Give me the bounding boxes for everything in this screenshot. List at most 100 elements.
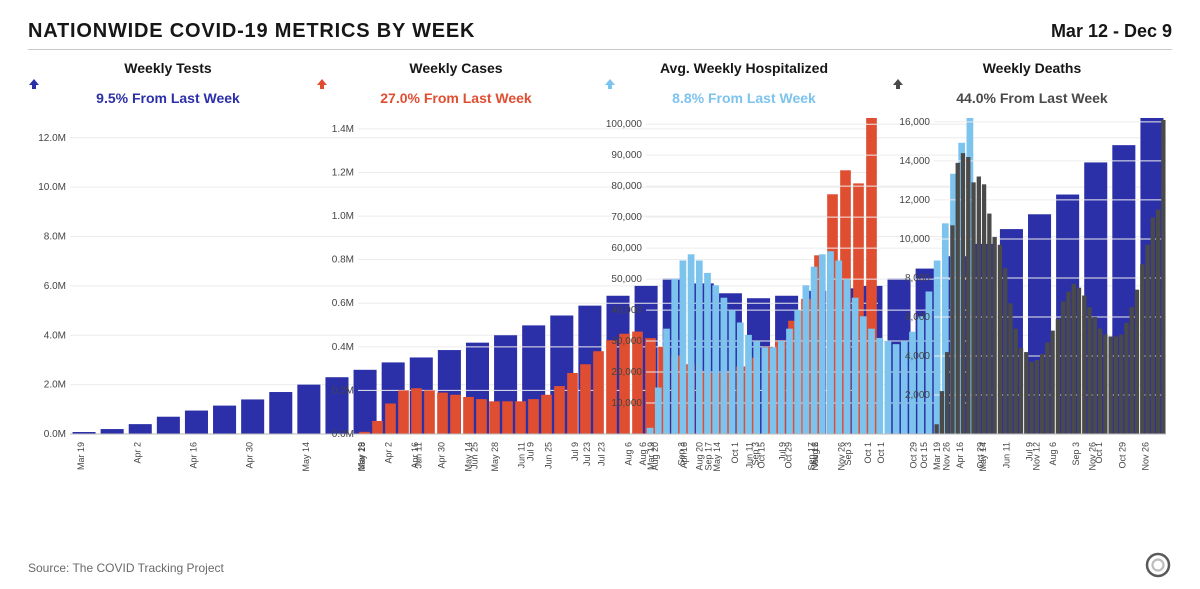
svg-text:May 14: May 14: [978, 442, 988, 472]
bar: [1161, 120, 1165, 434]
svg-text:0.4M: 0.4M: [332, 342, 354, 353]
bar: [1087, 307, 1091, 434]
bar: [450, 395, 461, 434]
svg-text:16,000: 16,000: [899, 117, 930, 128]
chart-panel-cases: Weekly Cases27.0% From Last Week0.0M0.2M…: [316, 60, 596, 490]
bar: [778, 341, 785, 434]
svg-text:0.8M: 0.8M: [332, 255, 354, 266]
bar: [463, 397, 474, 434]
bar: [541, 395, 552, 434]
bar: [129, 424, 152, 434]
bar: [1114, 336, 1118, 434]
svg-text:Sep 3: Sep 3: [1071, 442, 1081, 466]
bar: [213, 406, 236, 434]
bar: [811, 267, 818, 434]
bar: [770, 347, 777, 434]
svg-text:Apr 2: Apr 2: [132, 442, 142, 464]
dashboard-page: NATIONWIDE COVID-19 METRICS BY WEEK Mar …: [0, 0, 1200, 589]
bar: [1098, 329, 1102, 434]
bar: [1019, 348, 1023, 434]
bar: [945, 352, 949, 434]
bar: [860, 316, 867, 434]
bar: [956, 163, 960, 434]
bar: [437, 393, 448, 434]
bar: [424, 390, 435, 434]
bar: [762, 347, 769, 434]
bar: [554, 386, 565, 434]
bar: [1029, 362, 1033, 434]
svg-text:Jul 9: Jul 9: [570, 442, 580, 461]
bar: [157, 417, 180, 434]
bar: [885, 341, 892, 434]
bar: [1040, 354, 1044, 434]
svg-text:Jul 9: Jul 9: [777, 442, 787, 461]
bar: [1156, 210, 1160, 434]
bar: [971, 182, 975, 434]
chart-hospitalized: 10,00020,00030,00040,00050,00060,00070,0…: [604, 110, 884, 490]
svg-text:6.0M: 6.0M: [44, 281, 66, 292]
svg-text:Mar 19: Mar 19: [646, 442, 656, 470]
svg-text:Apr 30: Apr 30: [437, 442, 447, 469]
svg-text:80,000: 80,000: [611, 181, 642, 192]
bar: [827, 251, 834, 434]
svg-text:1.4M: 1.4M: [332, 124, 354, 135]
bar: [998, 245, 1002, 434]
svg-text:Apr 30: Apr 30: [245, 442, 255, 469]
bar: [663, 329, 670, 434]
panel-title: Weekly Deaths: [892, 60, 1172, 76]
svg-text:Jun 11: Jun 11: [1001, 442, 1011, 468]
svg-text:Jul 9: Jul 9: [1025, 442, 1035, 461]
bar: [476, 399, 487, 434]
bar: [241, 399, 264, 434]
svg-text:50,000: 50,000: [611, 274, 642, 285]
bar: [528, 399, 539, 434]
bar: [269, 392, 292, 434]
panel-title: Weekly Tests: [28, 60, 308, 76]
bar: [753, 341, 760, 434]
svg-text:May 28: May 28: [490, 442, 500, 472]
bar: [696, 261, 703, 434]
bar: [1103, 335, 1107, 434]
bar: [680, 261, 687, 434]
bar: [835, 261, 842, 434]
bar: [737, 322, 744, 434]
svg-text:2,000: 2,000: [905, 390, 930, 401]
svg-text:1.0M: 1.0M: [332, 211, 354, 222]
bar: [704, 273, 711, 434]
svg-text:Mar 19: Mar 19: [932, 442, 942, 470]
chart-deaths: 2,0004,0006,0008,00010,00012,00014,00016…: [892, 110, 1172, 490]
bar: [745, 335, 752, 434]
bar: [1119, 335, 1123, 434]
svg-text:10,000: 10,000: [899, 234, 930, 245]
bar: [1050, 331, 1054, 434]
bar: [876, 338, 883, 434]
bar: [819, 254, 826, 434]
bar: [950, 225, 954, 434]
chart-panel-tests: Weekly Tests 9.5% From Last Week 0.0M2.0M4…: [28, 60, 308, 490]
source-footer: Source: The COVID Tracking Project: [28, 561, 224, 575]
svg-text:12.0M: 12.0M: [38, 133, 66, 144]
svg-text:4,000: 4,000: [905, 351, 930, 362]
bar: [1082, 296, 1086, 434]
panel-subtitle: 9.5% From Last Week: [28, 78, 308, 106]
brand-logo-icon: [1144, 551, 1172, 579]
bar: [593, 351, 604, 434]
svg-text:12,000: 12,000: [899, 195, 930, 206]
bar: [1008, 303, 1012, 434]
panel-subtitle: 8.8% From Last Week: [604, 78, 884, 106]
svg-text:Oct 1: Oct 1: [876, 442, 886, 464]
svg-text:6,000: 6,000: [905, 312, 930, 323]
bar: [977, 177, 981, 434]
bar: [844, 279, 851, 434]
bar: [655, 388, 662, 434]
page-title: NATIONWIDE COVID-19 METRICS BY WEEK: [28, 20, 475, 43]
bar: [1072, 284, 1076, 434]
svg-text:40,000: 40,000: [611, 305, 642, 316]
bar: [1061, 301, 1065, 434]
svg-text:Sep 3: Sep 3: [843, 442, 853, 466]
svg-text:20,000: 20,000: [611, 367, 642, 378]
svg-text:14,000: 14,000: [899, 156, 930, 167]
panel-title: Avg. Weekly Hospitalized: [604, 60, 884, 76]
chart-tests: 0.0M2.0M4.0M6.0M8.0M10.0M12.0MMar 19Apr …: [28, 110, 308, 490]
charts-row: Weekly Tests 9.5% From Last Week 0.0M2.0M4…: [28, 60, 1172, 490]
